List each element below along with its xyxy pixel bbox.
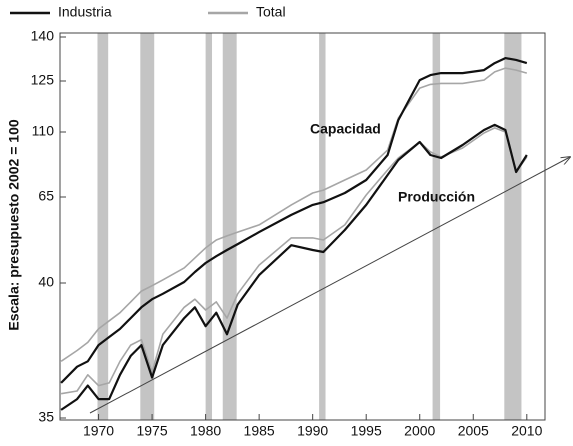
x-tick-label: 1985 xyxy=(244,423,275,439)
recession-band xyxy=(432,33,441,420)
y-tick-label: 125 xyxy=(31,72,55,88)
recession-band xyxy=(222,33,237,420)
line-capacidad xyxy=(60,67,528,362)
line-capacidad xyxy=(60,57,528,384)
recession-band xyxy=(97,33,109,420)
x-tick-label: 1970 xyxy=(83,423,114,439)
recession-band xyxy=(319,33,326,420)
y-tick-label: 65 xyxy=(38,188,54,204)
annotation: Capacidad xyxy=(310,121,381,137)
trend-arrow xyxy=(89,157,570,414)
recession-bands xyxy=(97,33,522,420)
recession-band xyxy=(504,33,522,420)
plot-frame xyxy=(59,32,546,421)
line-produccion xyxy=(60,127,528,395)
y-tick-label: 40 xyxy=(38,274,54,290)
y-tick-label: 140 xyxy=(31,28,55,44)
y-tick-label: 110 xyxy=(32,123,55,139)
annotation: Producción xyxy=(398,189,475,205)
recession-band xyxy=(205,33,213,420)
x-tick-label: 1990 xyxy=(297,423,328,439)
x-tick-label: 1975 xyxy=(136,423,167,439)
y-axis-label: Escala: presupuesto 2002 = 100 xyxy=(6,119,22,330)
y-tick-label: 35 xyxy=(38,409,54,425)
x-tick-label: 1995 xyxy=(351,423,382,439)
legend-label: Industria xyxy=(58,4,112,20)
line-produccion xyxy=(60,123,528,411)
recession-band xyxy=(140,33,155,420)
lines xyxy=(60,57,528,411)
x-tick-label: 1980 xyxy=(190,423,221,439)
x-tick-label: 2005 xyxy=(458,423,489,439)
legend-label: Total xyxy=(256,4,286,20)
x-tick-label: 2000 xyxy=(404,423,435,439)
x-tick-label: 2010 xyxy=(511,423,542,439)
